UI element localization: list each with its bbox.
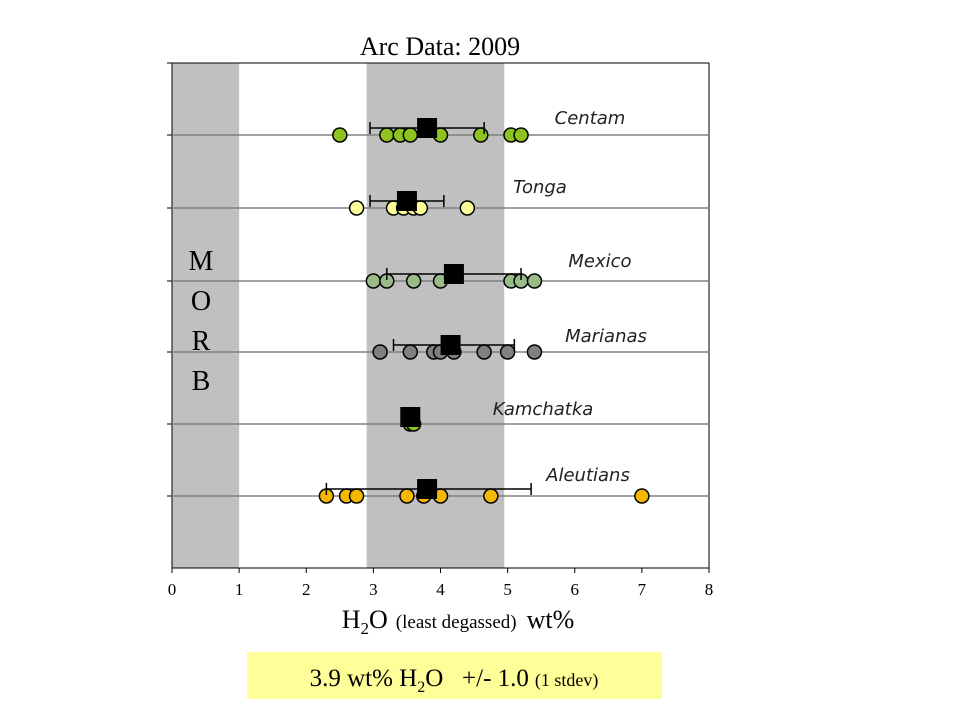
band-morb <box>172 63 240 568</box>
data-point-centam <box>513 127 529 143</box>
summary-text: 3.9 wt% H2O +/- 1.0 (1 stdev) <box>310 665 599 696</box>
data-point-centam <box>473 127 489 143</box>
summary-box <box>247 652 662 699</box>
x-axis-label-small: (least degassed) <box>396 612 517 633</box>
x-tick-label: 2 <box>302 580 311 599</box>
morb-letter: R <box>192 326 211 357</box>
series-label-marianas: Marianas <box>565 326 647 347</box>
data-point-aleutians <box>348 488 365 504</box>
data-point-aleutians <box>634 488 650 504</box>
mean-marker-centam <box>417 118 438 138</box>
summary-note: (1 stdev) <box>535 670 598 691</box>
series-label-mexico: Mexico <box>568 251 631 272</box>
data-point-aleutians <box>399 488 415 504</box>
summary-rest: O +/- 1.0 <box>425 665 529 692</box>
data-point-mexico <box>526 273 543 289</box>
points-layer <box>318 118 650 504</box>
x-axis: 0 1 2 3 4 5 6 7 8 <box>168 568 714 599</box>
chart-title: Arc Data: 2009 <box>360 32 520 61</box>
x-axis-label-rest: O <box>369 605 388 634</box>
x-tick-label: 3 <box>369 580 378 599</box>
series-labels-layer: Centam Tonga Mexico Marianas Kamchatka Aleuti… <box>493 108 647 486</box>
x-tick-label: 4 <box>436 580 445 599</box>
mean-marker-aleutians <box>417 479 438 499</box>
summary-sub: 2 <box>417 679 425 696</box>
data-point-centam <box>379 127 395 143</box>
morb-letter: B <box>192 366 211 397</box>
x-tick-label: 5 <box>503 580 512 599</box>
mean-marker-marianas <box>440 335 461 355</box>
x-tick-label: 0 <box>168 580 177 599</box>
mean-marker-kamchatka <box>400 407 421 427</box>
x-tick-label: 8 <box>705 580 714 599</box>
data-point-centam <box>332 127 348 143</box>
data-point-marianas <box>372 344 388 360</box>
x-axis-label-sub: 2 <box>361 619 370 638</box>
series-label-aleutians: Aleutians <box>545 465 630 486</box>
data-point-marianas <box>476 344 492 360</box>
morb-letter: M <box>189 246 214 277</box>
series-label-tonga: Tonga <box>513 177 567 198</box>
data-point-aleutians <box>483 488 499 504</box>
data-point-mexico <box>405 273 422 289</box>
series-label-kamchatka: Kamchatka <box>493 399 594 420</box>
mean-marker-tonga <box>396 191 417 211</box>
bands-layer <box>172 63 505 568</box>
morb-letter: O <box>191 286 211 317</box>
x-axis-label: H2O (least degassed) wt% <box>342 605 575 638</box>
x-tick-label: 7 <box>638 580 647 599</box>
data-point-tonga <box>459 200 476 216</box>
data-point-mexico <box>365 273 382 289</box>
series-label-centam: Centam <box>555 108 626 129</box>
x-tick-label: 1 <box>235 580 244 599</box>
x-axis-label-main: H <box>342 605 361 634</box>
data-point-tonga <box>348 200 365 216</box>
x-tick-label: 6 <box>571 580 580 599</box>
x-axis-label-unit: wt% <box>527 605 575 634</box>
summary-value: 3.9 wt% H <box>310 665 418 692</box>
data-point-marianas <box>402 344 419 360</box>
data-point-marianas <box>499 344 516 360</box>
mean-marker-mexico <box>443 264 464 284</box>
data-point-marianas <box>526 344 543 360</box>
data-point-centam <box>402 127 419 143</box>
